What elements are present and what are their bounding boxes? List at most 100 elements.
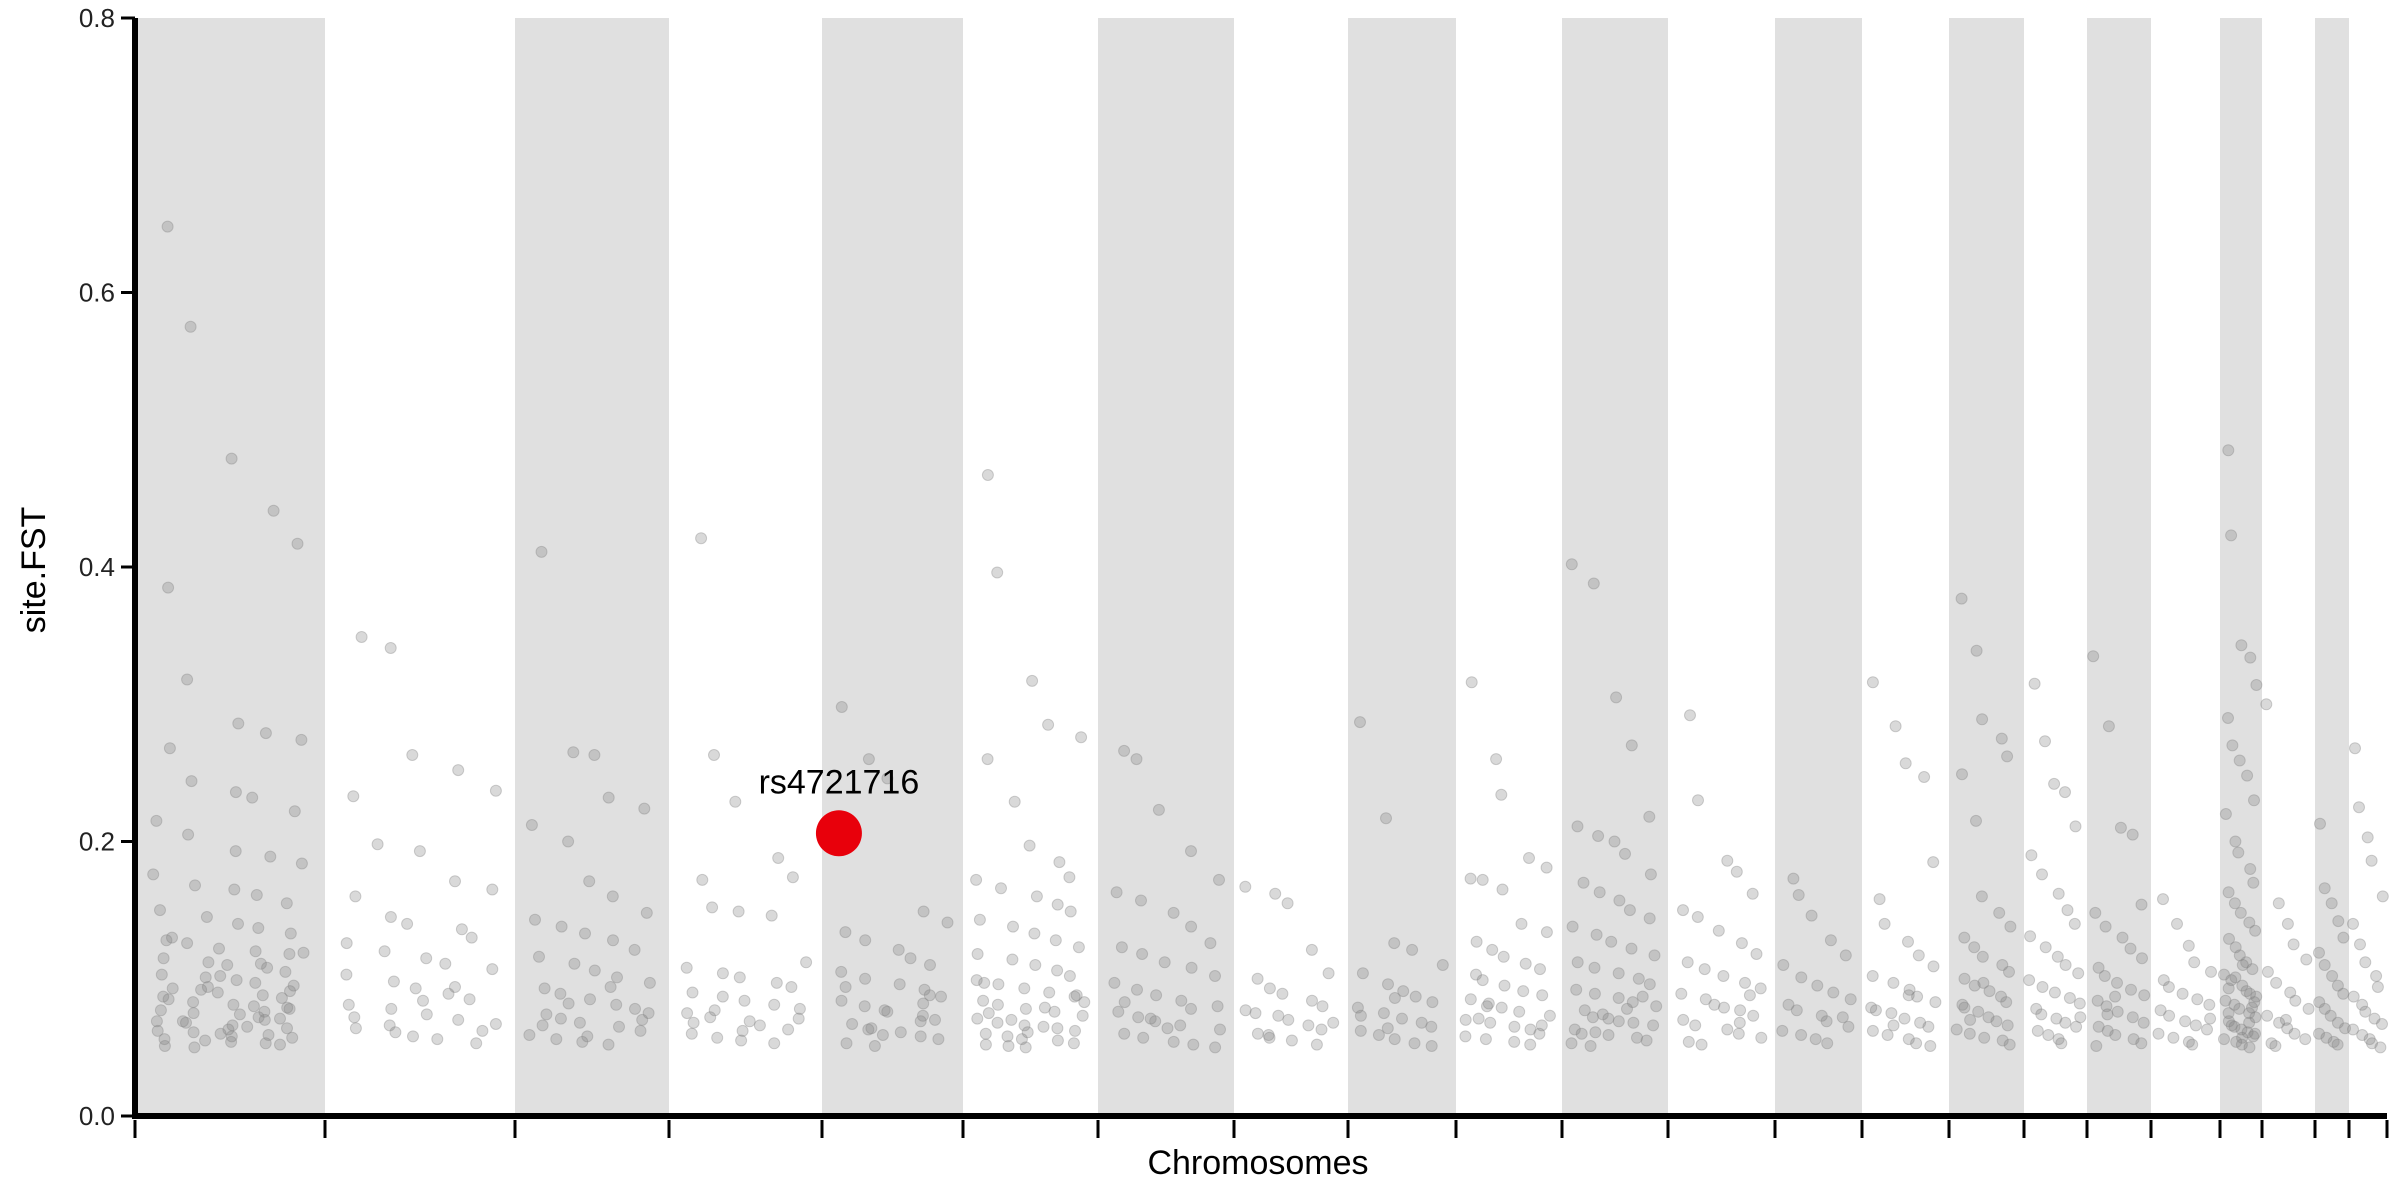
snp-point xyxy=(284,985,296,998)
snp-point xyxy=(1811,979,1824,992)
snp-point xyxy=(1377,1007,1390,1020)
snp-point xyxy=(1472,1012,1485,1025)
snp-point xyxy=(1792,889,1805,901)
snp-point xyxy=(704,1011,717,1024)
snp-point xyxy=(932,1033,945,1046)
snp-point xyxy=(184,320,197,333)
snp-point xyxy=(982,1007,995,1020)
snp-point xyxy=(1648,949,1661,962)
snp-point xyxy=(2249,1011,2262,1024)
snp-point xyxy=(2240,956,2253,969)
snp-point xyxy=(2003,1038,2016,1051)
snp-point xyxy=(1263,982,1276,995)
snp-point xyxy=(2059,1016,2072,1029)
snp-point xyxy=(1006,953,1019,966)
snp-point xyxy=(904,952,917,965)
snp-point xyxy=(1787,872,1800,885)
snp-point xyxy=(613,1020,625,1033)
snp-point xyxy=(1968,941,1981,954)
snp-point xyxy=(1051,898,1064,911)
snp-point xyxy=(2101,1024,2114,1037)
snp-point xyxy=(2366,1037,2378,1050)
snp-point xyxy=(1970,814,1982,827)
snp-point xyxy=(1132,1011,1145,1024)
snp-point xyxy=(1064,905,1077,918)
snp-point xyxy=(233,1008,246,1021)
snp-point xyxy=(1078,996,1091,1009)
snp-point xyxy=(2073,997,2086,1010)
snp-point xyxy=(2048,986,2061,999)
snp-point xyxy=(1118,996,1131,1009)
snp-point xyxy=(349,1022,362,1035)
snp-point xyxy=(1476,974,1489,987)
snp-point xyxy=(2347,990,2360,1003)
snp-point xyxy=(2061,904,2074,917)
snp-point xyxy=(991,1016,1004,1029)
snp-point xyxy=(1496,883,1509,896)
snp-point xyxy=(971,1012,984,1025)
snp-point xyxy=(706,901,719,914)
snp-point xyxy=(1354,1024,1367,1037)
chromosome-band-13 xyxy=(1775,18,1862,1116)
snp-point xyxy=(281,1001,294,1014)
snp-point xyxy=(695,532,708,545)
snp-point xyxy=(2204,1012,2217,1025)
snp-point xyxy=(535,545,548,558)
snp-point xyxy=(2116,931,2129,944)
snp-point xyxy=(1382,978,1394,991)
snp-point xyxy=(981,469,994,481)
snp-point xyxy=(2191,993,2204,1006)
snp-point xyxy=(2203,998,2216,1011)
snp-point xyxy=(187,1007,200,1020)
snp-point xyxy=(1924,1040,1937,1052)
snp-point xyxy=(2250,679,2263,691)
snp-point xyxy=(221,959,234,971)
snp-point xyxy=(2361,831,2374,844)
snp-point xyxy=(1465,676,1478,689)
snp-point xyxy=(2126,1011,2139,1024)
snp-point xyxy=(1815,1009,1828,1022)
snp-point xyxy=(1866,676,1879,689)
snp-point xyxy=(2048,777,2061,790)
chromosome-band-17 xyxy=(2087,18,2151,1116)
snp-point xyxy=(892,943,905,956)
snp-point xyxy=(1873,893,1886,906)
snp-point xyxy=(1681,956,1694,969)
snp-point xyxy=(629,1002,641,1015)
snp-point xyxy=(2135,898,2148,911)
snp-point xyxy=(878,1004,891,1017)
snp-point xyxy=(1869,1004,1882,1017)
snp-point xyxy=(1963,1027,1976,1040)
chromosome-band-1 xyxy=(135,18,325,1116)
snp-point xyxy=(555,920,568,933)
snp-point xyxy=(862,1023,875,1036)
y-tick-label-1: 0.2 xyxy=(79,827,115,857)
snp-point xyxy=(708,1004,721,1017)
snp-point xyxy=(562,997,575,1010)
snp-point xyxy=(1459,1030,1472,1043)
snp-point xyxy=(420,1008,433,1021)
snp-points xyxy=(147,220,2389,1054)
snp-point xyxy=(1844,993,1857,1006)
snp-point xyxy=(275,992,288,1004)
snp-point xyxy=(1310,1038,1323,1051)
snp-point xyxy=(1827,986,1840,999)
snp-point xyxy=(409,982,422,995)
snp-point xyxy=(1068,990,1081,1003)
snp-point xyxy=(2186,1038,2199,1051)
snp-point xyxy=(187,1026,200,1039)
snp-point xyxy=(1592,830,1605,842)
snp-point xyxy=(222,1023,235,1036)
snp-point xyxy=(2189,1019,2202,1032)
snp-point xyxy=(893,978,906,991)
snp-point xyxy=(2063,992,2076,1004)
snp-point xyxy=(147,868,160,881)
snp-point xyxy=(1739,976,1751,989)
snp-point xyxy=(2300,953,2313,966)
snp-point xyxy=(1397,985,1410,998)
snp-point xyxy=(792,1012,805,1025)
snp-point xyxy=(1782,998,1795,1011)
snp-point xyxy=(1072,941,1085,954)
snp-point xyxy=(1470,968,1482,981)
snp-point xyxy=(2004,920,2017,933)
